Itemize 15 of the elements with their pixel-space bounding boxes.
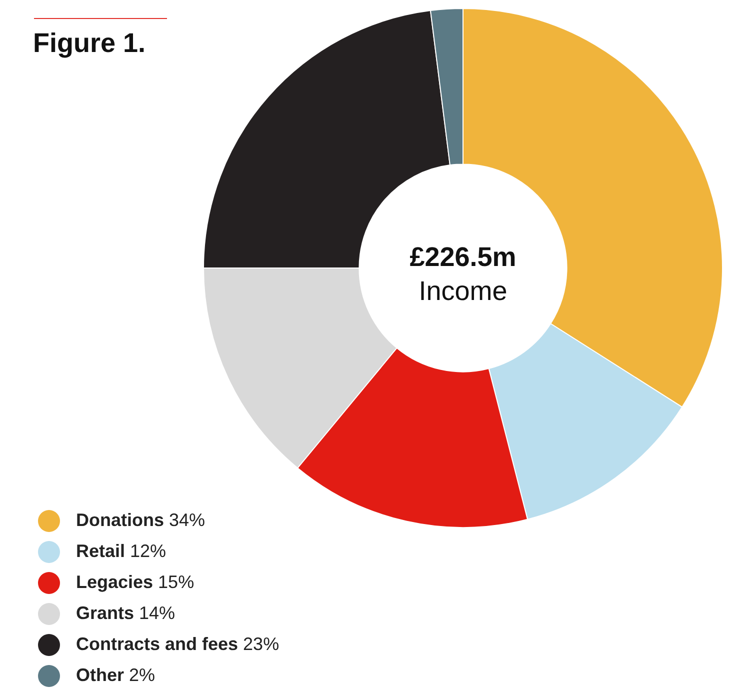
text: Income <box>418 275 508 308</box>
data-label: 14% <box>139 603 176 624</box>
text: £226.5m <box>408 241 518 274</box>
data-label: 12% <box>130 541 166 562</box>
legend-label: Other <box>76 665 124 686</box>
legend-label: Donations <box>76 510 164 531</box>
data-label: 15% <box>158 572 194 593</box>
data-label: 2% <box>129 665 156 686</box>
legend-label: Legacies <box>76 572 154 593</box>
legend-label: Contracts and fees <box>76 634 238 655</box>
data-label: 23% <box>243 634 280 655</box>
legend-label: Retail <box>76 541 126 562</box>
data-label: 34% <box>169 510 206 531</box>
text: Figure 1. <box>33 28 146 59</box>
legend-label: Grants <box>76 603 134 624</box>
